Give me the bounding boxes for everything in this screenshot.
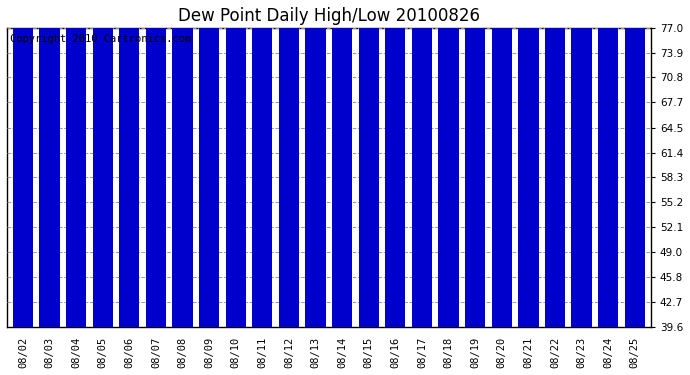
Bar — [385, 0, 406, 327]
Text: Copyright 2010 Cartronics.com: Copyright 2010 Cartronics.com — [10, 34, 191, 44]
Bar — [92, 0, 113, 327]
Bar — [412, 0, 432, 327]
Bar — [199, 0, 219, 327]
Bar — [518, 0, 538, 327]
Bar — [624, 0, 645, 327]
Bar — [253, 0, 273, 327]
Bar — [66, 0, 86, 327]
Bar — [92, 0, 113, 327]
Title: Dew Point Daily High/Low 20100826: Dew Point Daily High/Low 20100826 — [178, 7, 480, 25]
Bar — [226, 0, 246, 327]
Bar — [385, 0, 406, 327]
Bar — [226, 0, 246, 327]
Bar — [545, 0, 565, 327]
Bar — [438, 0, 459, 327]
Bar — [279, 0, 299, 327]
Bar — [306, 0, 326, 327]
Bar — [624, 0, 645, 327]
Bar — [492, 0, 512, 327]
Bar — [39, 0, 59, 327]
Bar — [545, 0, 565, 327]
Bar — [518, 0, 538, 327]
Bar — [66, 0, 86, 327]
Bar — [438, 0, 459, 327]
Bar — [359, 0, 379, 327]
Bar — [492, 0, 512, 327]
Bar — [359, 0, 379, 327]
Bar — [465, 0, 485, 327]
Bar — [13, 0, 33, 327]
Bar — [119, 0, 139, 327]
Bar — [146, 0, 166, 327]
Bar — [306, 0, 326, 327]
Bar — [13, 0, 33, 327]
Bar — [571, 0, 592, 327]
Bar — [598, 0, 618, 327]
Bar — [172, 0, 193, 327]
Bar — [332, 0, 353, 327]
Bar — [465, 0, 485, 327]
Bar — [146, 0, 166, 327]
Bar — [598, 0, 618, 327]
Bar — [571, 0, 592, 327]
Bar — [172, 0, 193, 327]
Bar — [279, 0, 299, 327]
Bar — [199, 0, 219, 327]
Bar — [412, 0, 432, 327]
Bar — [253, 0, 273, 327]
Bar — [332, 0, 353, 327]
Bar — [119, 0, 139, 327]
Bar — [39, 0, 59, 327]
